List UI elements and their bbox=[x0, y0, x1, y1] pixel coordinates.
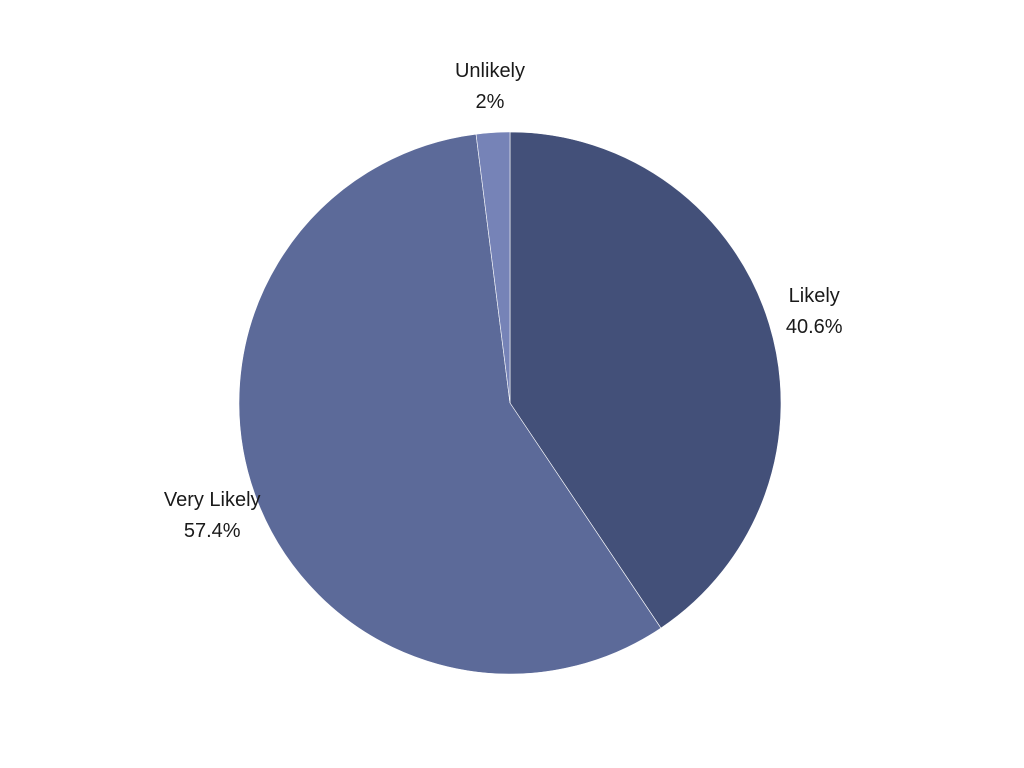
pie-slice-very-likely bbox=[238, 133, 662, 675]
slice-label-likely: Likely bbox=[789, 285, 840, 307]
pie-slice-unlikely bbox=[475, 131, 511, 404]
pie-labels: Likely 40.6% Very Likely 57.4% Unlikely 2% bbox=[164, 60, 843, 542]
slice-value-unlikely: 2% bbox=[476, 91, 505, 113]
slice-label-unlikely: Unlikely bbox=[455, 60, 525, 82]
slice-value-very-likely: 57.4% bbox=[184, 520, 241, 542]
slice-label-very-likely: Very Likely bbox=[164, 489, 261, 511]
slice-value-likely: 40.6% bbox=[786, 316, 843, 338]
pie-slices bbox=[238, 131, 782, 675]
pie-slice-likely bbox=[509, 131, 782, 629]
